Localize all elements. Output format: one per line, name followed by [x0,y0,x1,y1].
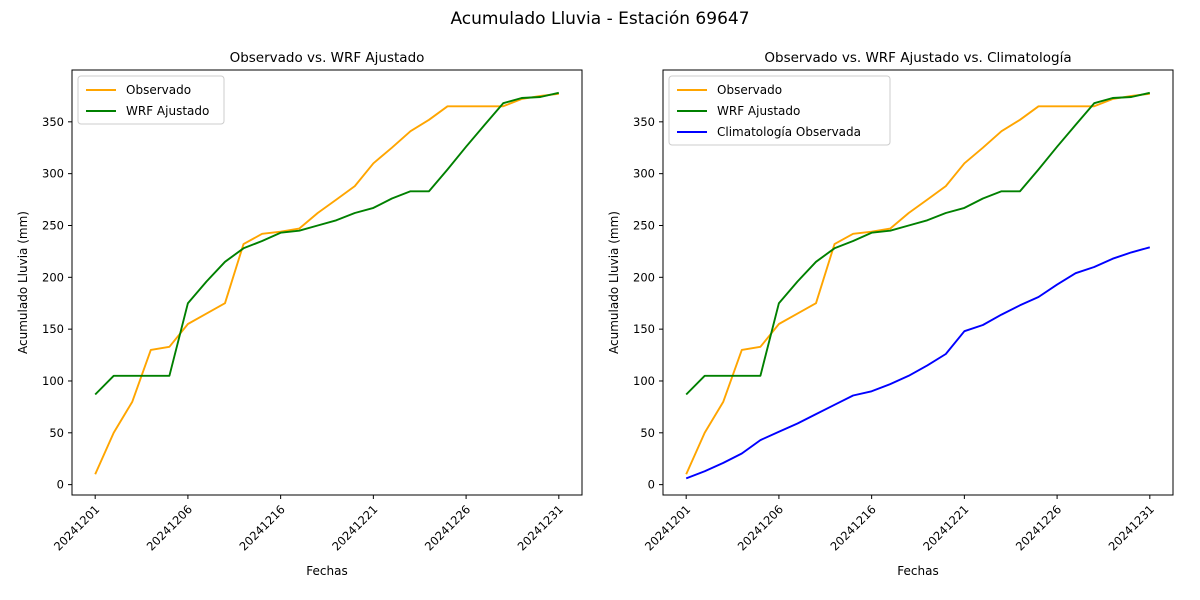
y-tick-label: 300 [633,167,655,181]
x-tick-label: 20241201 [642,502,693,553]
x-axis-label: Fechas [897,564,938,578]
legend-item-label: Observado [126,83,191,97]
x-tick-label: 20241216 [827,502,878,553]
y-tick-label: 100 [42,374,64,388]
x-tick-label: 20241226 [422,502,473,553]
x-tick-label: 20241216 [236,502,287,553]
x-tick-label: 20241201 [51,502,102,553]
series-line-observado [94,92,559,475]
legend: Observado WRF Ajustado Climatología Observ… [668,75,891,146]
x-tick-label: 20241226 [1013,502,1064,553]
x-axis-label: Fechas [306,564,347,578]
series-line-climatologia-observada [685,246,1151,480]
legend-item-label: WRF Ajustado [717,104,800,118]
x-tick-label: 20241206 [735,502,786,553]
y-tick-label: 0 [57,478,64,492]
legend-item-label: Climatología Observada [717,125,861,139]
y-axis-label: Acumulado Lluvia (mm) [16,211,30,354]
y-tick-label: 350 [42,115,64,129]
right-chart: Observado vs. WRF Ajustado vs. Climatolo… [607,50,1174,578]
y-tick-label: 0 [648,478,655,492]
y-tick-label: 150 [42,322,64,336]
legend-box [668,75,891,146]
y-tick-label: 250 [633,218,655,232]
y-tick-label: 250 [42,218,64,232]
x-tick-label: 20241221 [329,502,380,553]
legend-box [77,75,225,125]
figure-title: Acumulado Lluvia - Estación 69647 [450,9,750,29]
y-tick-label: 200 [42,270,64,284]
y-tick-label: 150 [633,322,655,336]
x-tick-label: 20241206 [144,502,195,553]
y-tick-label: 100 [633,374,655,388]
series-line-wrf-ajustado [685,91,1151,396]
y-tick-label: 200 [633,270,655,284]
axes-border [662,69,1174,496]
series-line-wrf-ajustado [94,91,560,396]
legend: Observado WRF Ajustado [77,75,225,125]
subplot-title: Observado vs. WRF Ajustado [230,50,425,66]
x-tick-label: 20241231 [515,502,566,553]
legend-item-label: Observado [717,83,782,97]
series-line-observado [685,92,1150,475]
y-tick-label: 350 [633,115,655,129]
axes-border [71,69,583,496]
y-axis-label: Acumulado Lluvia (mm) [607,211,621,354]
y-tick-label: 50 [49,426,64,440]
subplot-title: Observado vs. WRF Ajustado vs. Climatolo… [764,50,1071,66]
legend-item-label: WRF Ajustado [126,104,209,118]
left-chart: Observado vs. WRF Ajustado 0 50 100 150 200 25… [16,50,583,578]
x-tick-label: 20241221 [920,502,971,553]
x-tick-label: 20241231 [1106,502,1157,553]
y-tick-label: 300 [42,167,64,181]
y-tick-label: 50 [640,426,655,440]
